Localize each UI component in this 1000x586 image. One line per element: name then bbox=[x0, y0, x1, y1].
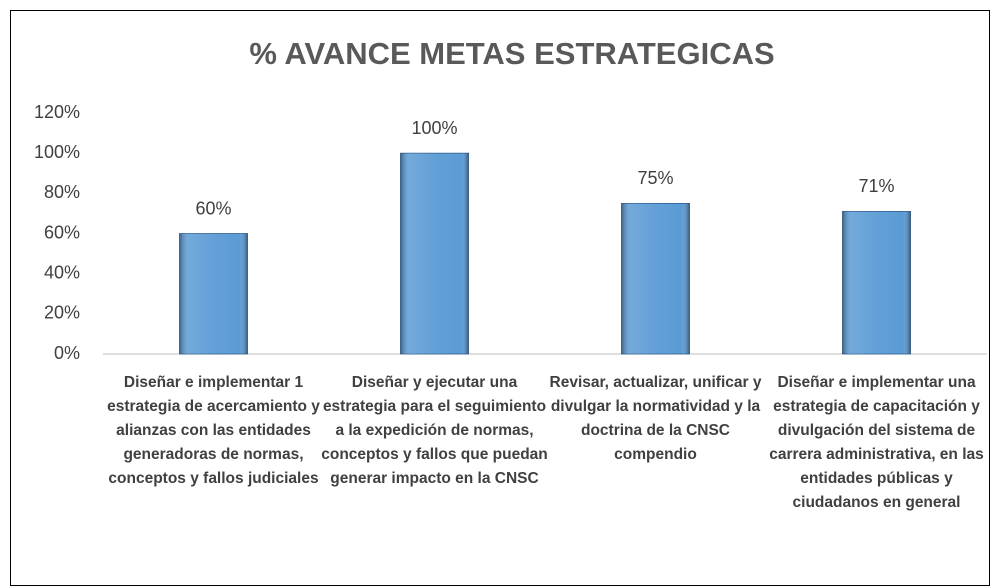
y-tick-label: 80% bbox=[44, 182, 80, 202]
x-tick-label: Revisar, actualizar, unificar y divulgar… bbox=[549, 374, 762, 463]
y-tick-label: 120% bbox=[34, 102, 80, 122]
bar-bevel bbox=[842, 211, 911, 354]
y-tick-label: 20% bbox=[44, 303, 80, 323]
y-tick-label: 0% bbox=[54, 343, 80, 363]
y-tick-label: 100% bbox=[34, 142, 80, 162]
chart-title: % AVANCE METAS ESTRATEGICAS bbox=[249, 36, 774, 71]
x-tick-label: Diseñar e implementar una estrategia de … bbox=[769, 374, 984, 511]
y-tick-label: 60% bbox=[44, 222, 80, 242]
chart-border bbox=[10, 10, 990, 586]
y-tick-label: 40% bbox=[44, 262, 80, 282]
x-tick-label: Diseñar e implementar 1 estrategia de ac… bbox=[107, 374, 320, 487]
data-label: 75% bbox=[637, 168, 673, 188]
data-label: 60% bbox=[195, 198, 231, 218]
bar-bevel bbox=[179, 233, 248, 354]
data-label: 71% bbox=[858, 176, 894, 196]
bar-bevel bbox=[400, 153, 469, 354]
x-tick-label: Diseñar y ejecutar una estrategia para e… bbox=[321, 374, 548, 487]
data-label: 100% bbox=[411, 118, 457, 138]
bar-bevel bbox=[621, 203, 690, 354]
